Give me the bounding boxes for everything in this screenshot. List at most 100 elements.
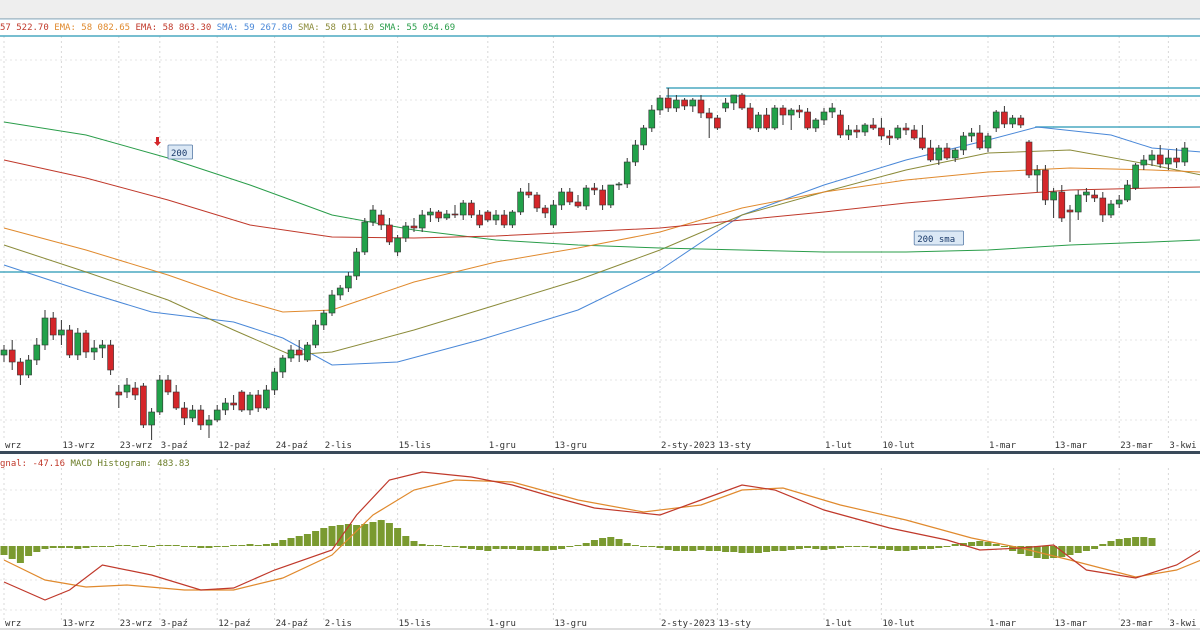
- candle-body: [1025, 141, 1033, 176]
- histogram-bar: [303, 534, 311, 546]
- histogram-bar: [1091, 546, 1099, 549]
- histogram-bar: [320, 528, 328, 546]
- candle-body: [197, 409, 205, 426]
- candle-body: [1181, 147, 1189, 163]
- candle: [853, 125, 861, 138]
- candle: [131, 382, 139, 400]
- histogram-bar: [590, 540, 598, 546]
- candle-body: [697, 99, 705, 114]
- candle-body: [172, 391, 180, 409]
- candle-body: [1033, 169, 1041, 176]
- candle-body: [919, 137, 926, 149]
- histogram-bar: [1025, 546, 1033, 556]
- candle-body: [1124, 184, 1131, 201]
- histogram-bar: [246, 544, 254, 546]
- price-x-tick-label-5: 24-paź: [276, 441, 309, 451]
- histogram-bar: [918, 546, 926, 549]
- candle-body: [492, 214, 500, 221]
- histogram-bar: [910, 546, 918, 550]
- candle: [1058, 185, 1066, 222]
- candle-body: [66, 329, 73, 356]
- candle-body: [656, 97, 664, 111]
- price-x-tick-label-4: 12-paź: [218, 441, 251, 451]
- candle: [74, 328, 82, 360]
- histogram-bar: [623, 543, 631, 546]
- candle: [599, 185, 606, 210]
- histogram-bar: [836, 546, 844, 548]
- macd-x-tick-label-13: 10-lut: [882, 619, 915, 629]
- candle-body: [673, 99, 680, 109]
- histogram-bar: [197, 546, 205, 548]
- candle: [714, 115, 721, 130]
- histogram-bar: [148, 546, 156, 547]
- candle: [509, 210, 516, 228]
- histogram-bar: [1066, 546, 1074, 555]
- histogram-bar: [853, 546, 861, 547]
- candle-body: [869, 124, 877, 129]
- histogram-bar: [697, 546, 705, 550]
- histogram-bar: [1148, 538, 1156, 546]
- macd-x-tick-label-17: 3-kwi: [1169, 619, 1196, 629]
- down-arrow-icon: [154, 137, 161, 146]
- candle: [697, 95, 705, 118]
- macd-histogram: [0, 520, 1156, 563]
- candle-body: [418, 214, 426, 229]
- histogram-bar: [443, 546, 451, 547]
- candle-body: [402, 225, 410, 239]
- candle: [58, 320, 65, 345]
- candle: [492, 210, 500, 225]
- candle: [640, 125, 647, 150]
- candle: [361, 218, 369, 255]
- candle: [410, 218, 418, 232]
- price-legend-item-3: SMA: 59 267.80: [211, 23, 293, 33]
- histogram-bar: [1140, 537, 1148, 546]
- price-legend: 57 522.70 EMA: 58 082.65 EMA: 58 863.30 …: [0, 23, 455, 33]
- histogram-bar: [541, 546, 549, 551]
- histogram-bar: [935, 546, 943, 548]
- candle-body: [976, 132, 984, 149]
- histogram-bar: [877, 546, 885, 549]
- candle-body: [738, 94, 746, 109]
- price-x-tick-label-2: 23-wrz: [120, 441, 153, 451]
- candle: [1066, 205, 1074, 242]
- candle: [0, 345, 8, 362]
- candle: [353, 248, 360, 280]
- histogram-bar: [385, 523, 393, 546]
- candle-body: [246, 394, 254, 411]
- candle-body: [8, 349, 16, 363]
- candle: [1165, 150, 1172, 170]
- candle: [763, 108, 770, 130]
- candle-body: [90, 347, 98, 353]
- candle: [656, 95, 664, 115]
- histogram-bar: [459, 546, 467, 548]
- candle-body: [459, 202, 467, 216]
- candle-body: [271, 371, 278, 391]
- histogram-bar: [902, 546, 910, 551]
- histogram-bar: [656, 546, 664, 548]
- candle-body: [279, 357, 287, 373]
- candle-body: [238, 391, 246, 411]
- candle: [41, 310, 49, 350]
- candle-body: [123, 384, 131, 393]
- histogram-bar: [820, 546, 828, 550]
- candle-body: [566, 191, 574, 203]
- histogram-bar: [869, 546, 877, 548]
- macd-x-tick-label-0: wrz: [5, 619, 21, 629]
- macd-x-tick-label-11: 13-sty: [718, 619, 751, 629]
- candle: [312, 320, 319, 348]
- histogram-bar: [426, 545, 434, 546]
- candle: [591, 183, 598, 195]
- histogram-bar: [361, 524, 369, 546]
- chart-label-0: 200: [171, 149, 187, 159]
- candle-body: [148, 411, 155, 426]
- histogram-bar: [484, 546, 492, 551]
- candle-body: [451, 213, 459, 216]
- candle: [1017, 115, 1025, 128]
- candle: [468, 200, 475, 218]
- histogram-bar: [254, 545, 262, 546]
- candle-body: [213, 409, 221, 421]
- candle: [271, 368, 278, 395]
- candle: [943, 143, 951, 160]
